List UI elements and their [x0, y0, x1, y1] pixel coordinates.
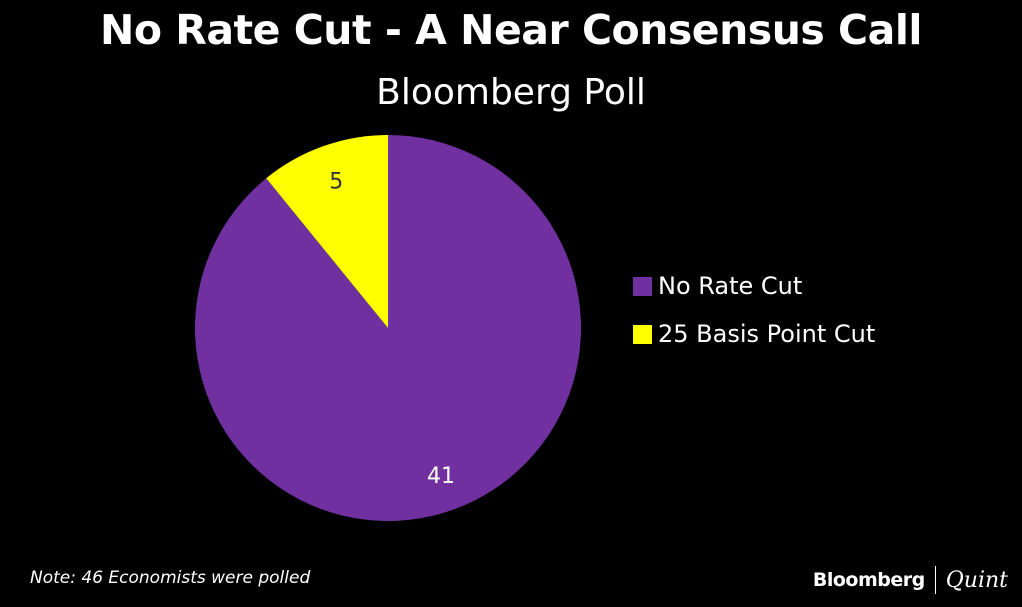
pie-label-25-basis-point-cut: 5: [329, 170, 343, 195]
chart-title: No Rate Cut - A Near Consensus Call: [100, 6, 922, 54]
legend-label-25-basis-point-cut: 25 Basis Point Cut: [658, 320, 876, 348]
legend-swatch-25-basis-point-cut: [633, 324, 652, 344]
legend-item-no-rate-cut: No Rate Cut: [633, 262, 875, 310]
legend-label-no-rate-cut: No Rate Cut: [658, 272, 803, 300]
brand-logo: Bloomberg Quint: [813, 566, 1008, 594]
legend-item-25-basis-point-cut: 25 Basis Point Cut: [633, 310, 875, 358]
brand-divider: [934, 566, 936, 594]
chart-subtitle: Bloomberg Poll: [376, 72, 646, 113]
pie-label-no-rate-cut: 41: [427, 464, 455, 489]
chart-legend: No Rate Cut 25 Basis Point Cut: [633, 262, 875, 358]
footnote: Note: 46 Economists were polled: [30, 568, 311, 588]
pie-slices: [195, 135, 581, 521]
brand-subname: Quint: [945, 567, 1008, 593]
legend-swatch-no-rate-cut: [633, 276, 652, 296]
pie-slice-25-basis-point-cut: [266, 135, 388, 328]
brand-name: Bloomberg: [812, 569, 925, 591]
pie-data-labels: 41 5: [329, 170, 455, 490]
